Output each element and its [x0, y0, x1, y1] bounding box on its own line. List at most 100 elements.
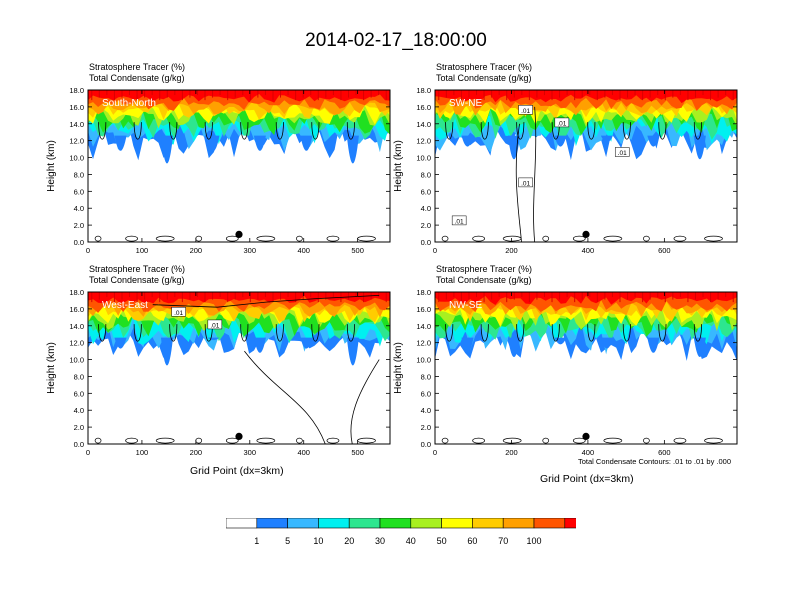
colorbar-swatch: [441, 517, 473, 529]
contour-label-box: [451, 215, 467, 226]
contour-blob: [441, 235, 449, 242]
tracer-finger: [253, 337, 266, 353]
y-tick-label: 12.0: [416, 339, 431, 348]
x-axis: 0 100 200 300 400 500: [86, 90, 364, 255]
location-marker: [582, 230, 590, 238]
y-tick-label: 10.0: [69, 356, 84, 365]
y-tick-label: 2.0: [74, 423, 84, 432]
colorbar-swatch: [287, 517, 319, 529]
contour-deep: [515, 123, 522, 243]
contour-blob: [125, 437, 138, 444]
y-axis: 0.0 2.0 4.0 6.0 8.0 10.0 12.0 14.0 16.0 18.0 Heigh…: [46, 86, 390, 247]
x-tick-label: 400: [582, 448, 595, 457]
tracer-band-0: [435, 292, 737, 305]
colorbar-swatch: [379, 517, 412, 529]
y-tick-label: 4.0: [74, 406, 84, 415]
y-tick-label: 8.0: [421, 170, 431, 179]
tracer-finger: [461, 135, 474, 147]
contour-line: [346, 122, 355, 140]
tracer-band-0: [88, 292, 390, 304]
colorbar-swatch: [318, 517, 350, 529]
contour-blob: [256, 235, 276, 242]
y-tick-label: 18.0: [69, 86, 84, 95]
colorbar-label: 40: [406, 536, 416, 546]
tracer-finger: [114, 337, 127, 349]
plot-frame: [434, 89, 738, 243]
plot-frame: [87, 291, 391, 445]
tracer-finger: [346, 337, 359, 366]
stratosphere-streaks: [91, 292, 387, 303]
contour-blob: [225, 235, 239, 242]
x-axis-title-nw-se: Grid Point (dx=3km): [540, 473, 634, 485]
contour-label: .01: [521, 108, 530, 115]
cross-section-panel-sw-ne: .01 .01 .01 .01 .01 SW-NE 0.0 2.0 4.0 6.0 8.0 10.0 1…: [387, 80, 738, 290]
y-tick-label: 18.0: [416, 288, 431, 297]
contour-blob: [296, 437, 303, 444]
y-tick-label: 10.0: [69, 154, 84, 163]
contour-label: .01: [618, 150, 627, 157]
tracer-field: [435, 90, 737, 161]
contour-line: [98, 324, 107, 342]
tracer-finger: [160, 135, 174, 164]
stratosphere-streaks: [438, 90, 734, 101]
y-tick-label: 12.0: [416, 137, 431, 146]
tracer-label: Stratosphere Tracer (%): [89, 62, 186, 72]
x-tick-label: 0: [433, 448, 437, 457]
contour-blob: [502, 437, 522, 444]
y-tick-label: 6.0: [421, 187, 431, 196]
x-tick-label: 100: [136, 246, 149, 255]
contour-line: [516, 324, 525, 342]
contour-label-box: [518, 105, 533, 115]
tracer-field: [88, 90, 390, 161]
y-tick-label: 18.0: [69, 288, 84, 297]
colorbar-swatch: [256, 517, 288, 529]
tracer-finger: [300, 337, 313, 349]
panel-header-south-north: Stratosphere Tracer (%) Total Condensate…: [89, 62, 185, 84]
colorbar-swatch: [502, 517, 535, 529]
y-tick-label: 14.0: [416, 120, 431, 129]
colorbar-label: 5: [285, 536, 290, 546]
y-tick-label: 4.0: [421, 406, 431, 415]
condensate-label: Total Condensate (g/kg): [436, 275, 532, 285]
colorbar-swatch: [472, 517, 504, 529]
y-axis-title: Height (km): [46, 140, 57, 192]
contour-line: [516, 122, 525, 140]
plot-frame: [87, 89, 391, 243]
y-axis: 0.0 2.0 4.0 6.0 8.0 10.0 12.0 14.0 16.0 18.0 Heigh…: [46, 288, 390, 449]
panel-name: NW-SE: [449, 300, 482, 311]
contour-label-box: [171, 307, 186, 317]
color-legend: 1 5 10 20 30 40 50 60 70 100: [225, 517, 596, 563]
contour-blob: [643, 437, 650, 444]
contour-label: .01: [174, 310, 183, 317]
x-tick-label: 500: [351, 448, 364, 457]
plot-area: .01 .01 West-East: [87, 291, 391, 445]
condensate-contours: [441, 324, 723, 444]
figure-title: 2014-02-17_18:00:00: [305, 30, 487, 51]
tracer-finger: [346, 135, 359, 164]
plot-frame: [434, 291, 738, 445]
contour-blob: [603, 437, 623, 444]
contour-blob: [603, 235, 623, 242]
contour-line: [622, 324, 631, 342]
y-tick-label: 0.0: [421, 238, 431, 247]
x-axis: 0 200 400 600: [433, 90, 671, 255]
contour-blob: [94, 437, 102, 444]
colorbar-swatch: [410, 517, 442, 529]
y-tick-label: 16.0: [416, 305, 431, 314]
cross-section-panel-nw-se: NW-SE 0.0 2.0 4.0 6.0 8.0 10.0 12.0 14.0 16.0 18.0…: [387, 282, 738, 492]
contour-line: [133, 324, 142, 342]
x-tick-label: 400: [297, 448, 310, 457]
colorbar-label: 10: [313, 536, 323, 546]
contour-blob: [125, 235, 138, 242]
x-tick-label: 200: [190, 448, 203, 457]
y-axis: 0.0 2.0 4.0 6.0 8.0 10.0 12.0 14.0 16.0 18.0 Heigh…: [393, 288, 737, 449]
y-tick-label: 0.0: [74, 440, 84, 449]
contour-deep: [350, 359, 380, 445]
y-tick-label: 16.0: [416, 103, 431, 112]
x-tick-label: 0: [86, 246, 90, 255]
contour-blob: [472, 235, 485, 242]
x-tick-label: 400: [582, 246, 595, 255]
contour-label: .01: [210, 322, 219, 329]
x-tick-label: 200: [190, 246, 203, 255]
condensate-label: Total Condensate (g/kg): [436, 73, 532, 83]
